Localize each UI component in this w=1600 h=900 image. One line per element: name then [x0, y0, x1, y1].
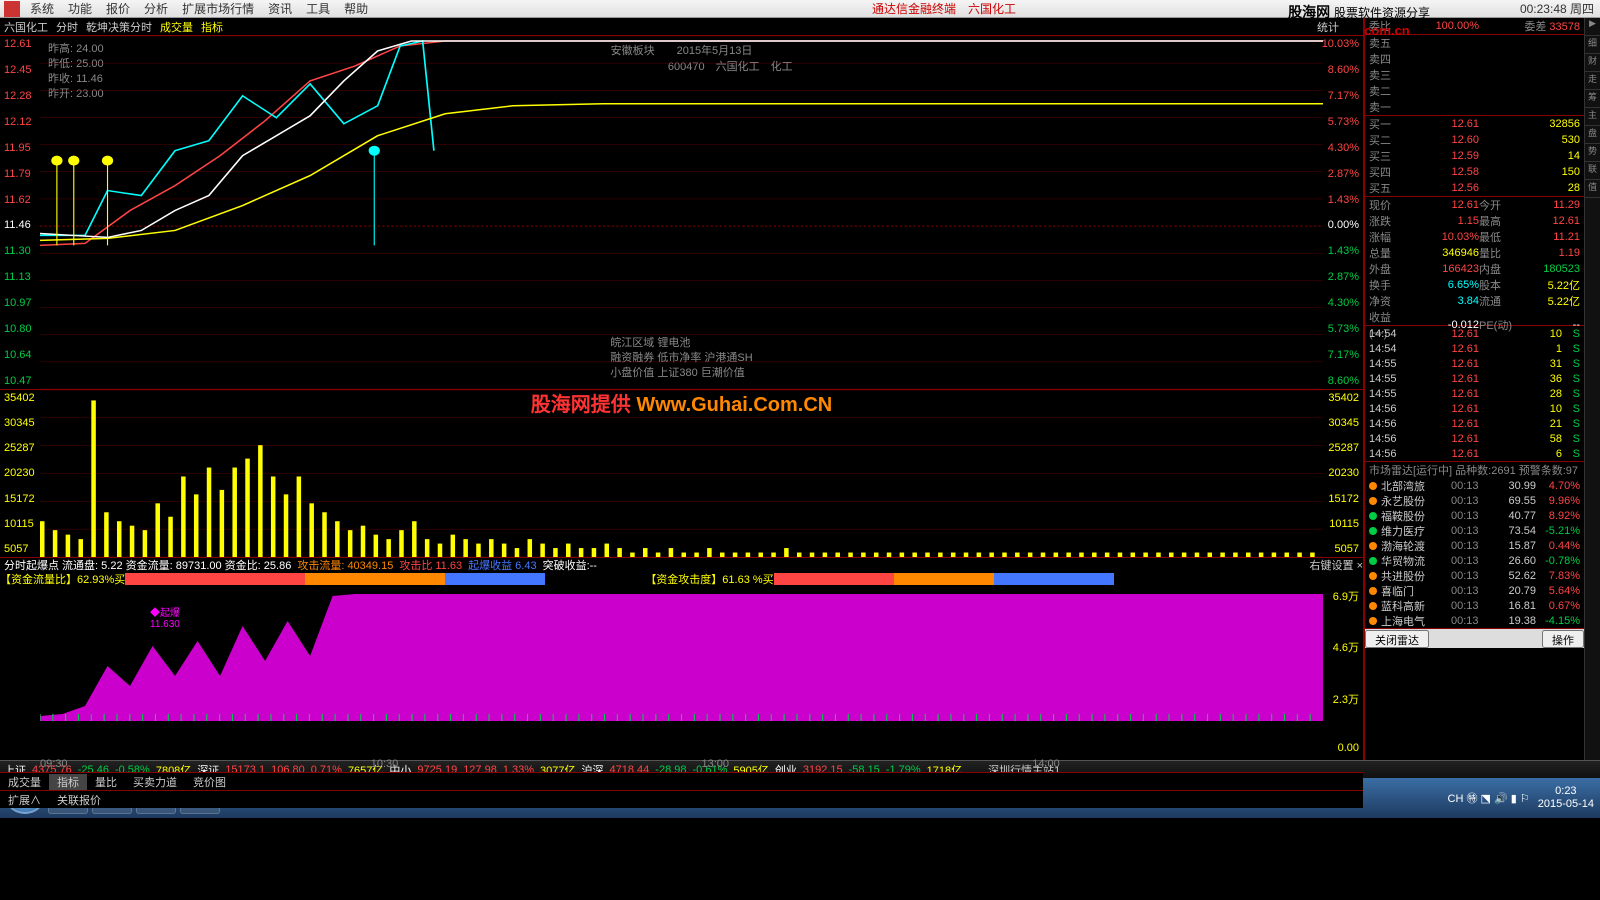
menu-tools[interactable]: 工具	[306, 0, 330, 17]
blast-marker: ◆起爆11.630	[150, 604, 180, 630]
tab-related[interactable]: 关联报价	[49, 792, 109, 808]
tab-expand[interactable]: 扩展∧	[0, 792, 49, 808]
tab-auction[interactable]: 竞价图	[185, 774, 234, 790]
tab-vol[interactable]: 成交量	[0, 774, 49, 790]
vol-y-axis: 3540230345252872023015172101155057	[4, 390, 44, 557]
menu-news[interactable]: 资讯	[268, 0, 292, 17]
system-clock[interactable]: 0:232015-05-14	[1538, 785, 1594, 811]
right-toolbar[interactable]: ▶细财 走筹主 盘势联 值	[1584, 18, 1600, 760]
settings-link[interactable]: 右键设置 ×	[1310, 557, 1363, 573]
bottom-tabs[interactable]: 成交量 指标 量比 买卖力道 竞价图	[0, 772, 1363, 790]
y-axis-left: 12.6112.4512.2812.1211.9511.7911.6211.46…	[4, 36, 44, 389]
flow-bar: 【资金流量比】62.93%买 【资金攻击度】61.63 %买	[0, 572, 1363, 586]
tick-list[interactable]: 14:5412.6110S14:5412.611S14:5512.6131S14…	[1365, 326, 1584, 461]
tray-icons[interactable]: CH ㊕ ⬔ 🔊 ▮ ⚐	[1448, 790, 1530, 806]
stat-button[interactable]: 统计	[1317, 19, 1339, 35]
volume-chart[interactable]: 3540230345252872023015172101155057 35402…	[0, 390, 1363, 558]
indicator-chart[interactable]: 6.9万4.6万2.3万0.00 ◆起爆11.630	[0, 586, 1363, 756]
tab-ind[interactable]: 指标	[49, 774, 87, 790]
menu-quote[interactable]: 报价	[106, 0, 130, 17]
app-icon	[4, 1, 20, 17]
tab-ratio[interactable]: 量比	[87, 774, 125, 790]
time-axis: 09:3010:30 13:0014:00	[0, 756, 1363, 772]
clock: 00:23:48 周四	[1520, 0, 1600, 17]
tab-force[interactable]: 买卖力道	[125, 774, 185, 790]
radar-op-button[interactable]: 操作	[1542, 630, 1584, 648]
y-axis-right: 10.03%8.60%7.17%5.73%4.30%2.87%1.43%0.00…	[1319, 36, 1359, 389]
indicator-header: 分时起爆点 流通盘: 5.22 资金流量: 89731.00 资金比: 25.8…	[0, 558, 1363, 572]
bottom-tabs2[interactable]: 扩展∧ 关联报价	[0, 790, 1363, 808]
radar-panel: 市场雷达[运行中] 品种数:2691 预警条数:97 北部湾旅00:1330.9…	[1365, 461, 1584, 648]
menu-analysis[interactable]: 分析	[144, 0, 168, 17]
chart-header: 六国化工 分时 乾坤决策分时 成交量 指标 统计	[0, 18, 1363, 36]
main-menu[interactable]: 系统 功能 报价 分析 扩展市场行情 资讯 工具 帮助	[24, 0, 368, 17]
menu-func[interactable]: 功能	[68, 0, 92, 17]
close-radar-button[interactable]: 关闭雷达	[1365, 630, 1429, 648]
menu-system[interactable]: 系统	[30, 0, 54, 17]
menu-help[interactable]: 帮助	[344, 0, 368, 17]
menu-ext[interactable]: 扩展市场行情	[182, 0, 254, 17]
side-panel: 委比100.00% 委差 33578 卖五卖四卖三卖二卖一 买一12.61328…	[1364, 18, 1584, 760]
price-chart[interactable]: 12.6112.4512.2812.1211.9511.7911.6211.46…	[0, 36, 1363, 390]
